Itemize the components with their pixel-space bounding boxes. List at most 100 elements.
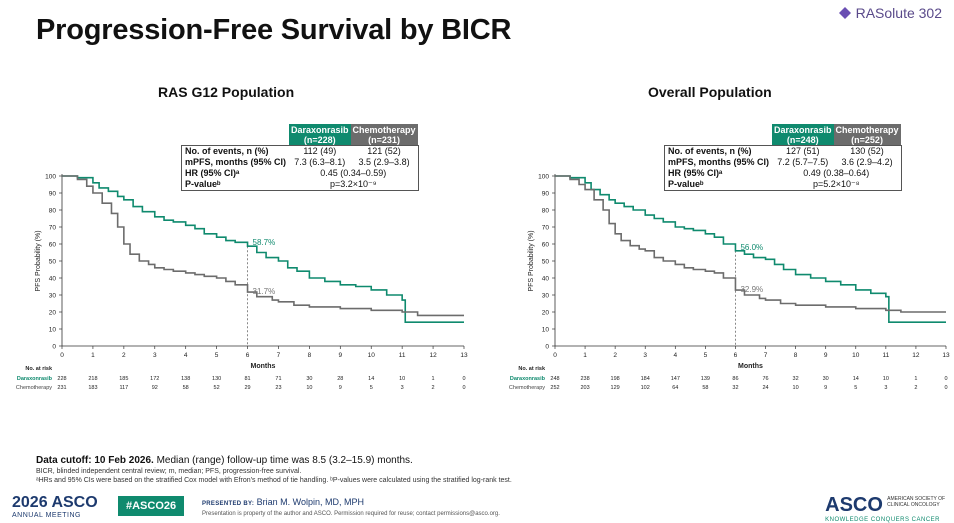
risk-count-daraxonrasib: 10 xyxy=(883,376,889,382)
asco-annual-meeting-logo: 2026 ASCO ANNUAL MEETING xyxy=(12,494,98,519)
risk-label-chemotherapy: Chemotherapy xyxy=(509,385,545,391)
risk-table-title: No. at risk xyxy=(25,366,53,372)
y-tick-label: 100 xyxy=(538,174,549,181)
x-tick-label: 1 xyxy=(583,352,587,359)
x-tick-label: 9 xyxy=(338,352,342,359)
presenter-name: Brian M. Wolpin, MD, MPH xyxy=(256,497,365,507)
risk-count-chemotherapy: 5 xyxy=(370,385,373,391)
x-tick-label: 5 xyxy=(704,352,708,359)
chemotherapy-curve xyxy=(62,175,464,317)
left-row-label: HR (95% CI)ᵃ xyxy=(185,168,240,178)
risk-count-daraxonrasib: 14 xyxy=(368,376,374,382)
x-tick-label: 8 xyxy=(308,352,312,359)
risk-count-chemotherapy: 231 xyxy=(57,385,66,391)
risk-count-daraxonrasib: 228 xyxy=(57,376,66,382)
risk-count-daraxonrasib: 76 xyxy=(762,376,768,382)
x-tick-label: 0 xyxy=(60,352,64,359)
risk-count-daraxonrasib: 86 xyxy=(732,376,738,382)
page-title: Progression-Free Survival by BICR xyxy=(36,14,512,46)
left-header-daraxonrasib: Daraxonrasib (n=228) xyxy=(289,124,351,146)
risk-count-chemotherapy: 0 xyxy=(944,385,947,391)
y-tick-label: 50 xyxy=(49,259,57,266)
risk-count-chemotherapy: 29 xyxy=(244,385,250,391)
risk-count-daraxonrasib: 0 xyxy=(944,376,947,382)
daraxonrasib-curve xyxy=(555,175,946,323)
daraxonrasib-curve xyxy=(62,175,464,323)
x-tick-label: 2 xyxy=(122,352,126,359)
x-tick-label: 4 xyxy=(673,352,677,359)
risk-count-daraxonrasib: 30 xyxy=(306,376,312,382)
brand-logo: RASolute 302 xyxy=(838,5,942,21)
y-tick-label: 50 xyxy=(542,259,550,266)
y-tick-label: 60 xyxy=(542,242,550,249)
x-axis-label: Months xyxy=(738,363,763,370)
risk-count-chemotherapy: 9 xyxy=(339,385,342,391)
left-row-label: No. of events, n (%) xyxy=(185,146,269,156)
daraxonrasib-6mo-label: 56.0% xyxy=(740,243,763,252)
left-chart-title: RAS G12 Population xyxy=(158,84,295,100)
brand-text: RASolute 302 xyxy=(855,5,942,21)
y-tick-label: 40 xyxy=(49,276,57,283)
risk-count-daraxonrasib: 218 xyxy=(88,376,97,382)
y-tick-label: 70 xyxy=(49,225,57,232)
risk-count-chemotherapy: 9 xyxy=(824,385,827,391)
risk-count-daraxonrasib: 81 xyxy=(244,376,250,382)
x-tick-label: 9 xyxy=(824,352,828,359)
data-cutoff: Data cutoff: 10 Feb 2026. Median (range)… xyxy=(36,455,413,466)
x-tick-label: 8 xyxy=(794,352,798,359)
left-cell: 7.3 (6.3–8.1) xyxy=(294,157,346,167)
chemotherapy-curve xyxy=(555,175,946,313)
risk-count-daraxonrasib: 238 xyxy=(580,376,589,382)
right-header-daraxonrasib: Daraxonrasib (n=248) xyxy=(772,124,834,146)
x-tick-label: 12 xyxy=(912,352,920,359)
risk-count-chemotherapy: 24 xyxy=(762,385,768,391)
risk-count-daraxonrasib: 185 xyxy=(119,376,128,382)
risk-count-chemotherapy: 5 xyxy=(854,385,857,391)
risk-count-daraxonrasib: 28 xyxy=(337,376,343,382)
right-row-label: HR (95% CI)ᵃ xyxy=(668,168,723,178)
x-tick-label: 10 xyxy=(852,352,860,359)
left-cell: p=3.2×10⁻⁹ xyxy=(329,179,377,189)
y-tick-label: 60 xyxy=(49,242,57,249)
hashtag-badge: #ASCO26 xyxy=(118,496,185,516)
x-tick-label: 13 xyxy=(942,352,950,359)
risk-count-daraxonrasib: 1 xyxy=(914,376,917,382)
daraxonrasib-6mo-label: 58.7% xyxy=(253,238,276,247)
left-stats-table: Daraxonrasib (n=228) Chemotherapy (n=231) … xyxy=(181,124,419,191)
asco-society-logo: ASCO AMERICAN SOCIETY OF CLINICAL ONCOLO… xyxy=(825,494,946,523)
x-tick-label: 11 xyxy=(399,352,406,359)
left-chart-panel: Daraxonrasib (n=228) Chemotherapy (n=231) … xyxy=(0,124,468,414)
right-header-chemotherapy: Chemotherapy (n=252) xyxy=(833,124,901,146)
x-tick-label: 2 xyxy=(613,352,617,359)
risk-count-chemotherapy: 23 xyxy=(275,385,281,391)
footnote-abbreviations: BICR, blinded independent central review… xyxy=(36,468,302,475)
left-cell: 0.45 (0.34–0.59) xyxy=(320,168,387,178)
risk-count-chemotherapy: 58 xyxy=(183,385,189,391)
x-axis-label: Months xyxy=(251,363,276,370)
risk-count-daraxonrasib: 32 xyxy=(793,376,799,382)
risk-count-daraxonrasib: 71 xyxy=(275,376,281,382)
x-tick-label: 4 xyxy=(184,352,188,359)
x-tick-label: 5 xyxy=(215,352,219,359)
risk-count-daraxonrasib: 139 xyxy=(701,376,710,382)
y-tick-label: 90 xyxy=(49,191,57,198)
risk-count-daraxonrasib: 10 xyxy=(399,376,405,382)
x-tick-label: 0 xyxy=(553,352,557,359)
y-axis-label: PFS Probability (%) xyxy=(528,230,535,291)
risk-label-daraxonrasib: Daraxonrasib xyxy=(17,376,53,382)
right-row-label: No. of events, n (%) xyxy=(668,146,752,156)
x-tick-label: 1 xyxy=(91,352,95,359)
risk-count-chemotherapy: 32 xyxy=(732,385,738,391)
risk-count-chemotherapy: 252 xyxy=(550,385,559,391)
risk-count-chemotherapy: 0 xyxy=(462,385,465,391)
y-tick-label: 90 xyxy=(542,191,550,198)
risk-count-chemotherapy: 58 xyxy=(702,385,708,391)
left-row-label: P-valueᵇ xyxy=(185,179,221,189)
x-tick-label: 6 xyxy=(246,352,250,359)
right-row-label: P-valueᵇ xyxy=(668,179,704,189)
right-chart-panel: Daraxonrasib (n=248) Chemotherapy (n=252) … xyxy=(485,124,950,414)
y-tick-label: 0 xyxy=(545,344,549,351)
right-cell: 3.6 (2.9–4.2) xyxy=(841,157,893,167)
risk-count-daraxonrasib: 172 xyxy=(150,376,159,382)
